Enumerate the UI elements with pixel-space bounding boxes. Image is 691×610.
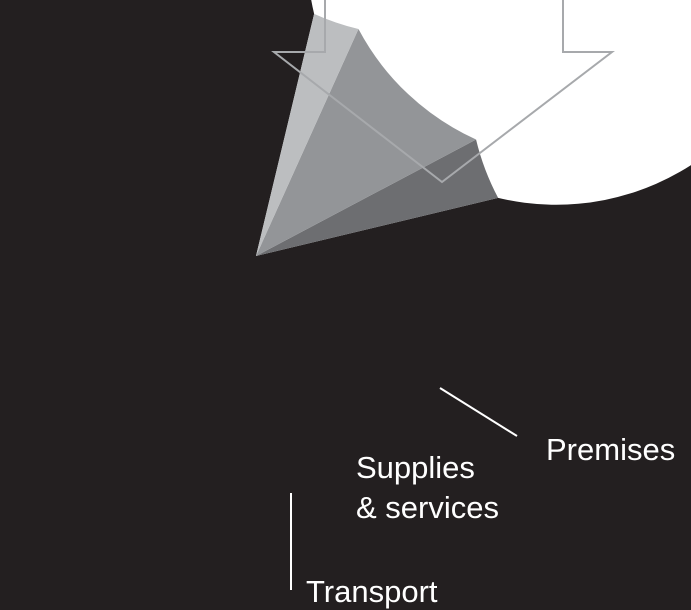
pie-slice-premises <box>256 139 499 256</box>
premises-leader-line <box>439 387 518 437</box>
pie-slice-transport <box>256 13 359 257</box>
label-transport: Transport <box>306 574 438 609</box>
callout-arrow-outline <box>271 0 615 184</box>
label-premises: Premises <box>546 432 675 467</box>
label-supplies-services: Supplies & services <box>356 450 499 525</box>
pie-slices <box>256 0 691 257</box>
pie-slice-supplies-services <box>256 29 477 257</box>
